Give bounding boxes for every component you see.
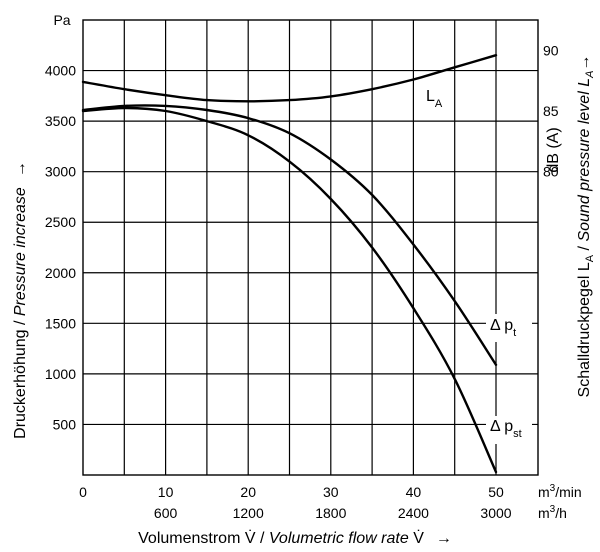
series-label-dpst: Δ pst	[486, 416, 532, 444]
x-tick-label-secondary: 3000	[480, 505, 511, 521]
y-left-unit: Pa	[53, 12, 70, 28]
series-label-dpt: Δ pt	[486, 314, 532, 342]
plot-grid	[83, 20, 538, 475]
x-tick-label: 20	[240, 484, 256, 500]
series-label-dpt-sub: t	[513, 327, 516, 339]
x-unit-secondary: m3/h	[538, 504, 567, 521]
x-unit-secondary-base: m	[538, 505, 550, 521]
y-left-tick-label: 1000	[45, 366, 76, 382]
y-left-tick-label: 2500	[45, 214, 76, 230]
x-tick-label-secondary: 2400	[398, 505, 429, 521]
y-right-title-plain: Schalldruckpegel L	[576, 262, 593, 397]
x-unit-secondary-rest: /h	[555, 505, 567, 521]
plot-curves	[81, 54, 498, 474]
series-label-dpst-sub: st	[513, 428, 522, 440]
x-tick-label-secondary: 1200	[233, 505, 264, 521]
x-unit-secondary-sup: 3	[550, 504, 556, 515]
y-left-tick-label: 500	[53, 416, 77, 432]
plot-frame	[82, 19, 539, 476]
y-right-tick-label: 85	[543, 103, 559, 119]
x-unit-primary-base: m	[538, 484, 550, 500]
y-left-tick-label: 3500	[45, 113, 76, 129]
y-right-title-sep: /	[576, 242, 593, 255]
axis-ticks: 0 10 20 30 40 50 600 1200 1800 2400 3000 500 1000 150…	[45, 42, 559, 521]
y-left-title-italic: Pressure increase	[12, 187, 29, 316]
x-tick-label: 10	[158, 484, 174, 500]
y-right-tick-label: 80	[543, 164, 559, 180]
y-left-tick-label: 2000	[45, 265, 76, 281]
x-tick-label-secondary: 600	[154, 505, 178, 521]
series-label-la-main: L	[426, 88, 435, 105]
x-unit-primary-rest: /min	[555, 484, 581, 500]
curve-total-pressure	[81, 104, 498, 366]
svg-text:Δ pt: Δ pt	[490, 317, 516, 339]
x-title-plain: Volumenstrom V̇ /	[138, 529, 269, 547]
x-title-arrow: →	[436, 530, 452, 547]
svg-text:Δ pst: Δ pst	[490, 418, 522, 440]
x-unit-primary-sup: 3	[550, 483, 556, 494]
curve-sound-level-la	[81, 54, 498, 103]
y-left-tick-label: 3000	[45, 164, 76, 180]
y-right-title-italic: Sound pressure level L	[576, 78, 593, 242]
x-title-tail: V̇	[409, 529, 424, 547]
series-label-la-sub: A	[435, 98, 443, 110]
curve-static-pressure	[81, 106, 498, 474]
y-right-axis-title: Schalldruckpegel LA / Sound pressure lev…	[576, 55, 596, 398]
x-title-italic: Volumetric flow rate	[269, 530, 409, 547]
y-left-title-plain: Druckerhöhung /	[12, 316, 29, 439]
y-left-axis-title: Druckerhöhung / Pressure increase →	[12, 161, 29, 439]
y-right-title-sub: A	[584, 254, 596, 262]
x-tick-label: 30	[323, 484, 339, 500]
x-tick-label: 40	[406, 484, 422, 500]
x-tick-label: 50	[488, 484, 504, 500]
y-left-tick-label: 4000	[45, 63, 76, 79]
y-right-title-arrow: →	[576, 55, 593, 71]
series-label-dpt-main: Δ p	[490, 317, 513, 334]
y-right-title-italic-sub: A	[584, 71, 596, 79]
x-unit-primary: m3/min	[538, 483, 582, 500]
svg-text:LA: LA	[426, 88, 443, 110]
series-label-la: LA	[420, 86, 450, 110]
series-label-dpst-main: Δ p	[490, 418, 513, 435]
y-left-title-arrow: →	[12, 161, 29, 177]
y-left-tick-label: 1500	[45, 315, 76, 331]
x-axis-title: Volumenstrom V̇ / Volumetric flow rate V…	[138, 529, 452, 547]
y-right-tick-label: 90	[543, 42, 559, 58]
x-tick-label: 0	[79, 484, 87, 500]
x-tick-label-secondary: 1800	[315, 505, 346, 521]
y-right-unit: dB (A)	[545, 127, 562, 172]
